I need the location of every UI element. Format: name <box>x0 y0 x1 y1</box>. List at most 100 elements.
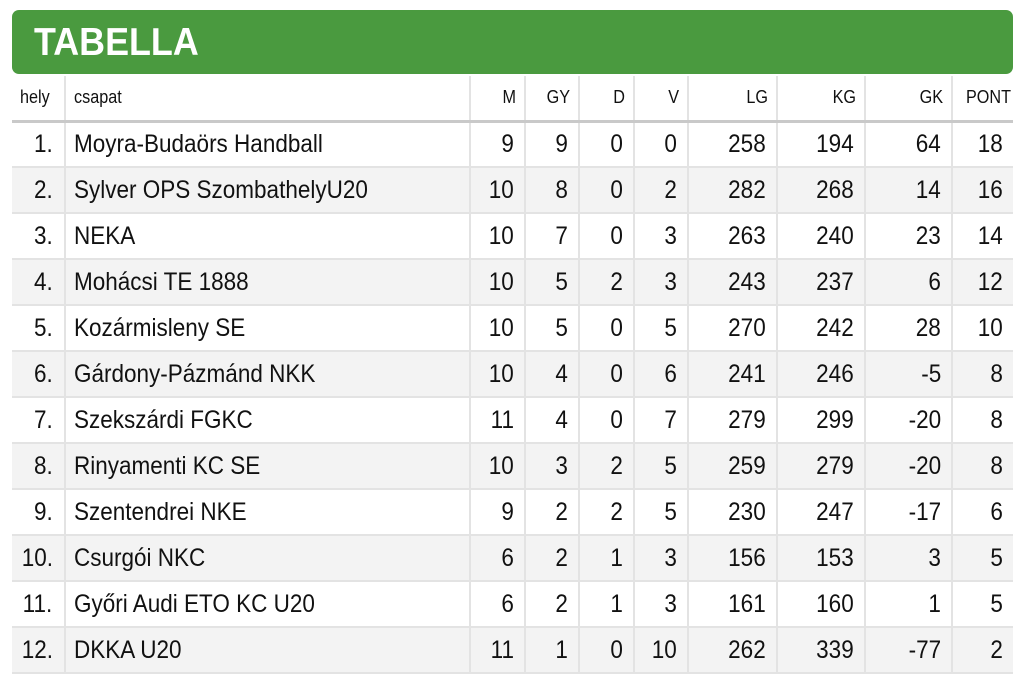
cell-gy: 4 <box>524 351 579 398</box>
cell-csapat: Sylver OPS SzombathelyU20 <box>64 167 470 214</box>
cell-lg: 270 <box>687 305 777 352</box>
cell-hely: 3. <box>12 213 65 260</box>
cell-gk: -17 <box>864 489 952 536</box>
cell-d: 0 <box>578 213 634 260</box>
cell-gk: -20 <box>864 397 952 444</box>
col-header-m: M <box>469 76 525 123</box>
cell-m: 11 <box>469 627 525 674</box>
standings-table: hely csapat M GY D V LG KG GK PONT 1. Moy… <box>12 76 1013 674</box>
cell-pont: 12 <box>951 259 1013 306</box>
cell-hely: 6. <box>12 351 65 398</box>
cell-csapat: DKKA U20 <box>64 627 470 674</box>
cell-lg: 282 <box>687 167 777 214</box>
cell-gk: -5 <box>864 351 952 398</box>
cell-gy: 5 <box>524 305 579 352</box>
table-row: 10. Csurgói NKC 6 2 1 3 156 153 3 5 <box>12 535 1013 582</box>
cell-d: 0 <box>578 121 634 168</box>
col-header-hely: hely <box>12 76 65 123</box>
col-header-gk: GK <box>864 76 952 123</box>
cell-kg: 339 <box>776 627 865 674</box>
cell-kg: 247 <box>776 489 865 536</box>
col-header-kg: KG <box>776 76 865 123</box>
cell-pont: 18 <box>951 121 1013 168</box>
table-row: 2. Sylver OPS SzombathelyU20 10 8 0 2 282 268 14… <box>12 167 1013 214</box>
cell-gy: 5 <box>524 259 579 306</box>
cell-v: 5 <box>633 443 688 490</box>
cell-v: 5 <box>633 489 688 536</box>
standings-table-body: 1. Moyra-Budaörs Handball 9 9 0 0 258 194 64 18 2.… <box>12 121 1013 674</box>
cell-csapat: Mohácsi TE 1888 <box>64 259 470 306</box>
cell-kg: 242 <box>776 305 865 352</box>
cell-d: 0 <box>578 305 634 352</box>
cell-hely: 4. <box>12 259 65 306</box>
cell-csapat: Szentendrei NKE <box>64 489 470 536</box>
cell-lg: 156 <box>687 535 777 582</box>
cell-gk: 14 <box>864 167 952 214</box>
col-header-gy: GY <box>524 76 579 123</box>
cell-gk: -20 <box>864 443 952 490</box>
cell-pont: 8 <box>951 443 1013 490</box>
cell-m: 10 <box>469 167 525 214</box>
cell-gk: 3 <box>864 535 952 582</box>
cell-csapat: Gárdony-Pázmánd NKK <box>64 351 470 398</box>
cell-kg: 160 <box>776 581 865 628</box>
cell-hely: 11. <box>12 581 65 628</box>
cell-m: 11 <box>469 397 525 444</box>
standings-table-head: hely csapat M GY D V LG KG GK PONT <box>12 76 1013 123</box>
cell-d: 1 <box>578 581 634 628</box>
table-row: 11. Győri Audi ETO KC U20 6 2 1 3 161 160 1 5 <box>12 581 1013 628</box>
cell-gy: 3 <box>524 443 579 490</box>
cell-lg: 263 <box>687 213 777 260</box>
col-header-v: V <box>633 76 688 123</box>
cell-gy: 9 <box>524 121 579 168</box>
cell-hely: 12. <box>12 627 65 674</box>
cell-d: 2 <box>578 259 634 306</box>
cell-gy: 2 <box>524 535 579 582</box>
cell-m: 9 <box>469 121 525 168</box>
cell-v: 3 <box>633 213 688 260</box>
table-row: 9. Szentendrei NKE 9 2 2 5 230 247 -17 6 <box>12 489 1013 536</box>
cell-m: 10 <box>469 351 525 398</box>
cell-kg: 279 <box>776 443 865 490</box>
cell-hely: 8. <box>12 443 65 490</box>
standings-title: TABELLA <box>34 21 199 64</box>
cell-kg: 237 <box>776 259 865 306</box>
cell-pont: 10 <box>951 305 1013 352</box>
table-row: 5. Kozármisleny SE 10 5 0 5 270 242 28 10 <box>12 305 1013 352</box>
cell-m: 10 <box>469 259 525 306</box>
cell-pont: 6 <box>951 489 1013 536</box>
cell-gk: -77 <box>864 627 952 674</box>
cell-gk: 28 <box>864 305 952 352</box>
table-row: 8. Rinyamenti KC SE 10 3 2 5 259 279 -20 8 <box>12 443 1013 490</box>
table-row: 12. DKKA U20 11 1 0 10 262 339 -77 2 <box>12 627 1013 674</box>
cell-d: 0 <box>578 627 634 674</box>
cell-kg: 194 <box>776 121 865 168</box>
cell-v: 3 <box>633 259 688 306</box>
cell-hely: 7. <box>12 397 65 444</box>
cell-lg: 230 <box>687 489 777 536</box>
cell-d: 0 <box>578 397 634 444</box>
table-row: 6. Gárdony-Pázmánd NKK 10 4 0 6 241 246 -5 8 <box>12 351 1013 398</box>
cell-lg: 258 <box>687 121 777 168</box>
cell-gy: 1 <box>524 627 579 674</box>
cell-pont: 2 <box>951 627 1013 674</box>
cell-v: 0 <box>633 121 688 168</box>
cell-d: 1 <box>578 535 634 582</box>
cell-gy: 2 <box>524 581 579 628</box>
cell-m: 9 <box>469 489 525 536</box>
table-row: 4. Mohácsi TE 1888 10 5 2 3 243 237 6 12 <box>12 259 1013 306</box>
cell-v: 5 <box>633 305 688 352</box>
col-header-d: D <box>578 76 634 123</box>
cell-v: 6 <box>633 351 688 398</box>
cell-hely: 5. <box>12 305 65 352</box>
cell-d: 0 <box>578 167 634 214</box>
cell-lg: 243 <box>687 259 777 306</box>
cell-csapat: NEKA <box>64 213 470 260</box>
cell-m: 10 <box>469 213 525 260</box>
cell-csapat: Rinyamenti KC SE <box>64 443 470 490</box>
cell-hely: 1. <box>12 121 65 168</box>
cell-pont: 16 <box>951 167 1013 214</box>
cell-pont: 5 <box>951 581 1013 628</box>
cell-v: 3 <box>633 535 688 582</box>
col-header-pont: PONT <box>951 76 1013 123</box>
